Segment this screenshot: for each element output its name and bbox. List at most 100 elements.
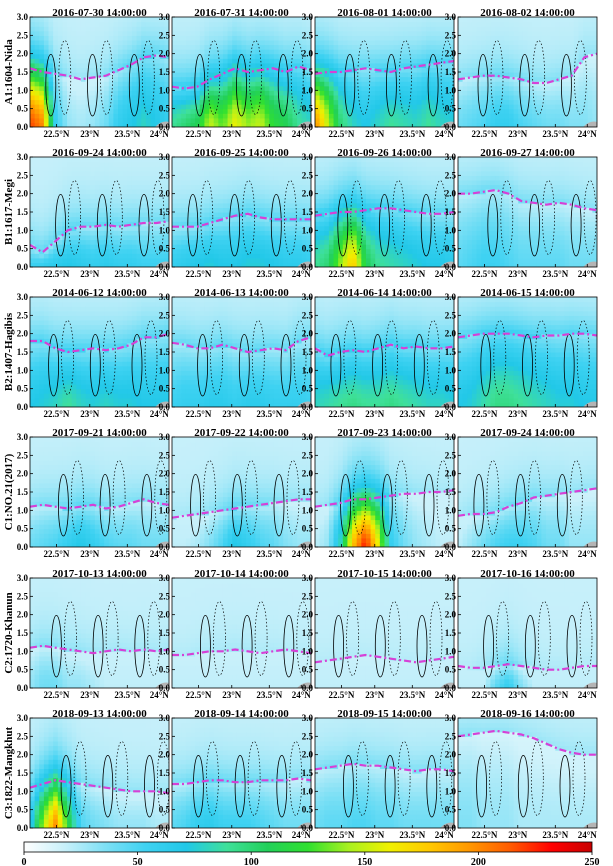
contour-dotted bbox=[249, 40, 262, 115]
heatmap-cell bbox=[306, 62, 311, 69]
heatmap-cell bbox=[255, 53, 261, 59]
heatmap-cell bbox=[53, 39, 59, 46]
heatmap-cell bbox=[375, 90, 381, 96]
heatmap-cell bbox=[113, 216, 119, 222]
heatmap-cell bbox=[99, 44, 105, 50]
heatmap-cell bbox=[122, 248, 128, 254]
heatmap-cell bbox=[508, 21, 515, 27]
heatmap-cell bbox=[218, 257, 224, 264]
heatmap-cell bbox=[118, 230, 124, 236]
heatmap-cell bbox=[583, 26, 589, 32]
heatmap-cell bbox=[204, 225, 210, 231]
heatmap-cell bbox=[435, 44, 441, 50]
heatmap-cell bbox=[287, 221, 294, 227]
heatmap-cell bbox=[264, 198, 270, 204]
heatmap-cell bbox=[462, 72, 468, 78]
heatmap-cell bbox=[164, 117, 169, 124]
x-tick-label: 23°N bbox=[80, 129, 100, 139]
heatmap-cell bbox=[499, 122, 505, 127]
heatmap-cell bbox=[315, 184, 321, 190]
heatmap-cell bbox=[127, 253, 133, 259]
heatmap-cell bbox=[328, 253, 335, 259]
heatmap-cell bbox=[199, 67, 206, 73]
heatmap-cell bbox=[236, 166, 243, 172]
heatmap-cell bbox=[356, 99, 362, 105]
heatmap-cell bbox=[241, 248, 247, 254]
heatmap-cell bbox=[292, 179, 298, 186]
heatmap-cell bbox=[90, 225, 96, 231]
heatmap-cell bbox=[209, 17, 215, 23]
heatmap-cell bbox=[76, 67, 82, 73]
heatmap-cell bbox=[444, 44, 450, 50]
heatmap-cell bbox=[306, 230, 311, 236]
heatmap-cell bbox=[190, 30, 196, 36]
heatmap-cell bbox=[209, 104, 215, 110]
heatmap-cell bbox=[264, 234, 270, 241]
heatmap-cell bbox=[315, 39, 321, 46]
heatmap-cell bbox=[145, 62, 152, 69]
heatmap-cell bbox=[104, 104, 110, 110]
heatmap-cell bbox=[255, 72, 261, 78]
heatmap-cell bbox=[195, 117, 201, 124]
heatmap-cell bbox=[39, 30, 45, 36]
heatmap-cell bbox=[57, 53, 64, 59]
heatmap-cell bbox=[150, 225, 156, 231]
heatmap-cell bbox=[301, 58, 307, 64]
heatmap-cell bbox=[218, 117, 224, 124]
heatmap-cell bbox=[504, 113, 510, 119]
heatmap-cell bbox=[389, 44, 395, 50]
heatmap-cell bbox=[113, 104, 119, 110]
heatmap-cell bbox=[127, 212, 133, 218]
heatmap-cell bbox=[292, 248, 298, 254]
heatmap-cell bbox=[57, 67, 64, 73]
heatmap-cell bbox=[324, 230, 330, 236]
heatmap-cell bbox=[204, 76, 210, 82]
heatmap-cell bbox=[375, 35, 381, 41]
heatmap-cell bbox=[559, 58, 566, 64]
heatmap-cell bbox=[260, 104, 266, 110]
heatmap-cell bbox=[522, 49, 529, 55]
heatmap-cell bbox=[113, 207, 119, 213]
heatmap-cell bbox=[260, 62, 266, 69]
heatmap-cell bbox=[435, 117, 441, 124]
heatmap-cell bbox=[393, 62, 399, 69]
heatmap-cell bbox=[370, 104, 376, 110]
heatmap-cell bbox=[53, 166, 59, 172]
heatmap-cell bbox=[204, 202, 210, 209]
heatmap-cell bbox=[71, 117, 77, 124]
heatmap-cell bbox=[241, 262, 247, 267]
heatmap-cell bbox=[532, 108, 538, 114]
heatmap-cell bbox=[76, 85, 82, 91]
heatmap-cell bbox=[536, 72, 542, 78]
heatmap-cell bbox=[131, 193, 138, 199]
heatmap-cell bbox=[458, 122, 464, 127]
heatmap-cell bbox=[181, 257, 187, 264]
heatmap-cell bbox=[573, 58, 580, 64]
heatmap-cell bbox=[504, 104, 510, 110]
heatmap-cell bbox=[34, 17, 40, 23]
heatmap-cell bbox=[536, 44, 542, 50]
heatmap-cell bbox=[250, 53, 256, 59]
heatmap-cell bbox=[90, 170, 96, 176]
heatmap-cell bbox=[462, 35, 468, 41]
heatmap-cell bbox=[278, 122, 284, 127]
heatmap-cell bbox=[164, 202, 169, 209]
heatmap-cell bbox=[407, 39, 413, 46]
heatmap-cell bbox=[352, 230, 358, 236]
heatmap-cell bbox=[209, 198, 215, 204]
heatmap-cell bbox=[356, 76, 362, 82]
heatmap-cell bbox=[333, 35, 339, 41]
heatmap-cell bbox=[564, 122, 570, 127]
heatmap-cell bbox=[108, 221, 114, 227]
heatmap-cell bbox=[379, 76, 386, 82]
heatmap-cell bbox=[269, 157, 275, 163]
heatmap-cell bbox=[522, 90, 529, 96]
heatmap-cell bbox=[159, 175, 165, 181]
heatmap-cell bbox=[522, 53, 529, 59]
heatmap-cell bbox=[227, 17, 233, 23]
heatmap-cell bbox=[297, 212, 303, 218]
heatmap-cell bbox=[43, 202, 50, 209]
heatmap-cell bbox=[389, 122, 395, 127]
heatmap-cell bbox=[71, 122, 77, 127]
heatmap-cell bbox=[108, 202, 114, 209]
